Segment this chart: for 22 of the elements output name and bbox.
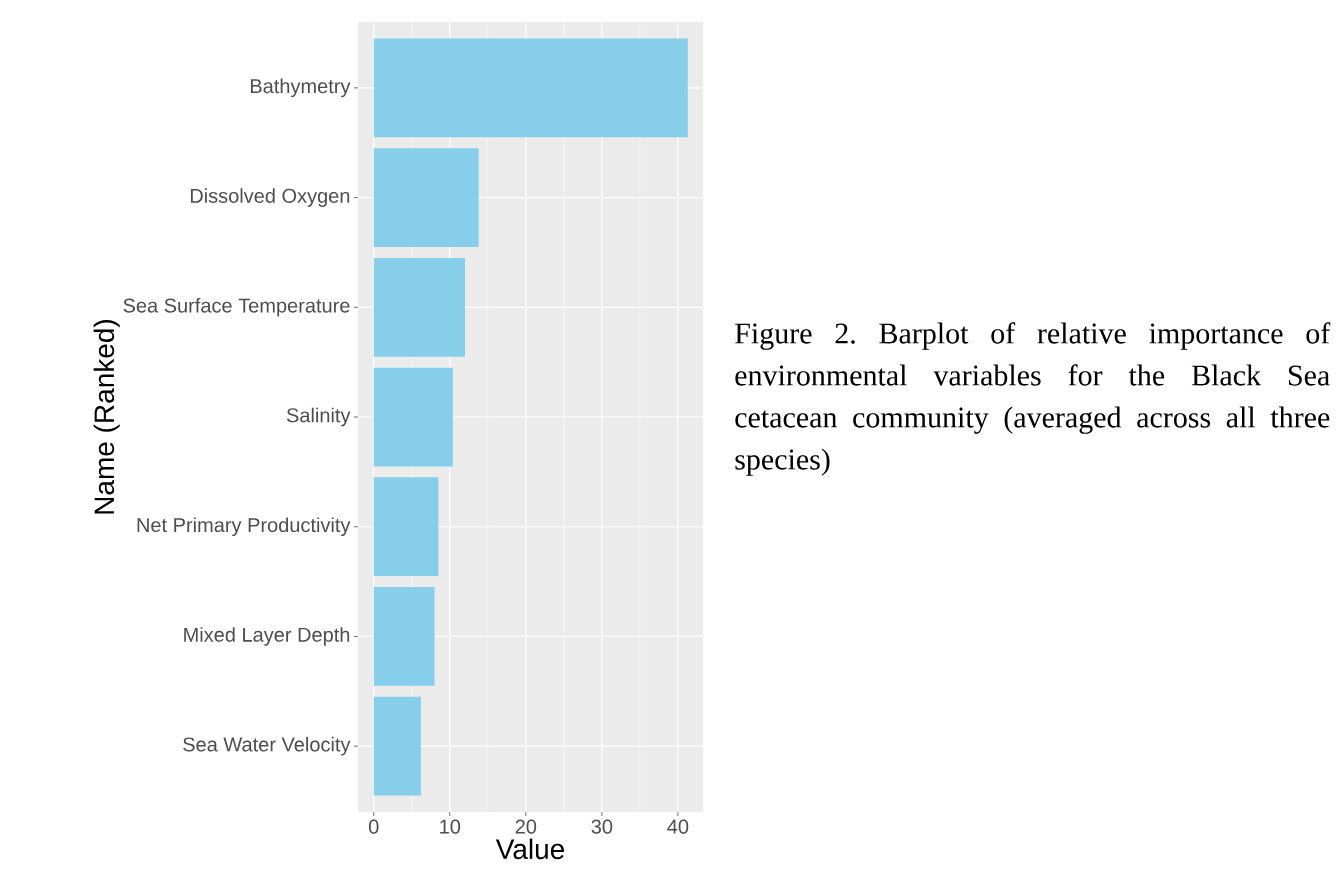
x-tick-label: 30 xyxy=(591,819,613,834)
y-tick-label: Dissolved Oxygen xyxy=(190,188,350,207)
y-tick-label: Salinity xyxy=(286,407,351,427)
caption: Figure 2. Barplot of relative importance of environmental variables for the Black Sea cetacean community (averaged across all three species) xyxy=(735,322,1331,476)
y-tick-label: Mixed Layer Depth xyxy=(184,627,350,646)
x-tick-label: 40 xyxy=(667,819,689,834)
x-tick-label: 0 xyxy=(368,819,379,834)
y-tick-label: Net Primary Productivity xyxy=(137,517,351,537)
y-axis-title: Name (Ranked) xyxy=(93,319,120,514)
bar xyxy=(373,38,688,138)
x-axis-title: Value xyxy=(495,838,565,860)
x-tick-label: 20 xyxy=(515,819,537,834)
bar xyxy=(373,477,439,577)
bar xyxy=(373,587,435,686)
bar xyxy=(373,257,465,357)
bar xyxy=(373,367,453,467)
y-tick-label: Bathymetry xyxy=(250,78,351,98)
y-tick-label: Sea Water Velocity xyxy=(183,736,351,756)
x-tick-label: 10 xyxy=(440,819,461,834)
y-tick-label: Sea Surface Temperature xyxy=(123,297,350,317)
bar xyxy=(373,696,421,796)
bar xyxy=(373,148,479,247)
